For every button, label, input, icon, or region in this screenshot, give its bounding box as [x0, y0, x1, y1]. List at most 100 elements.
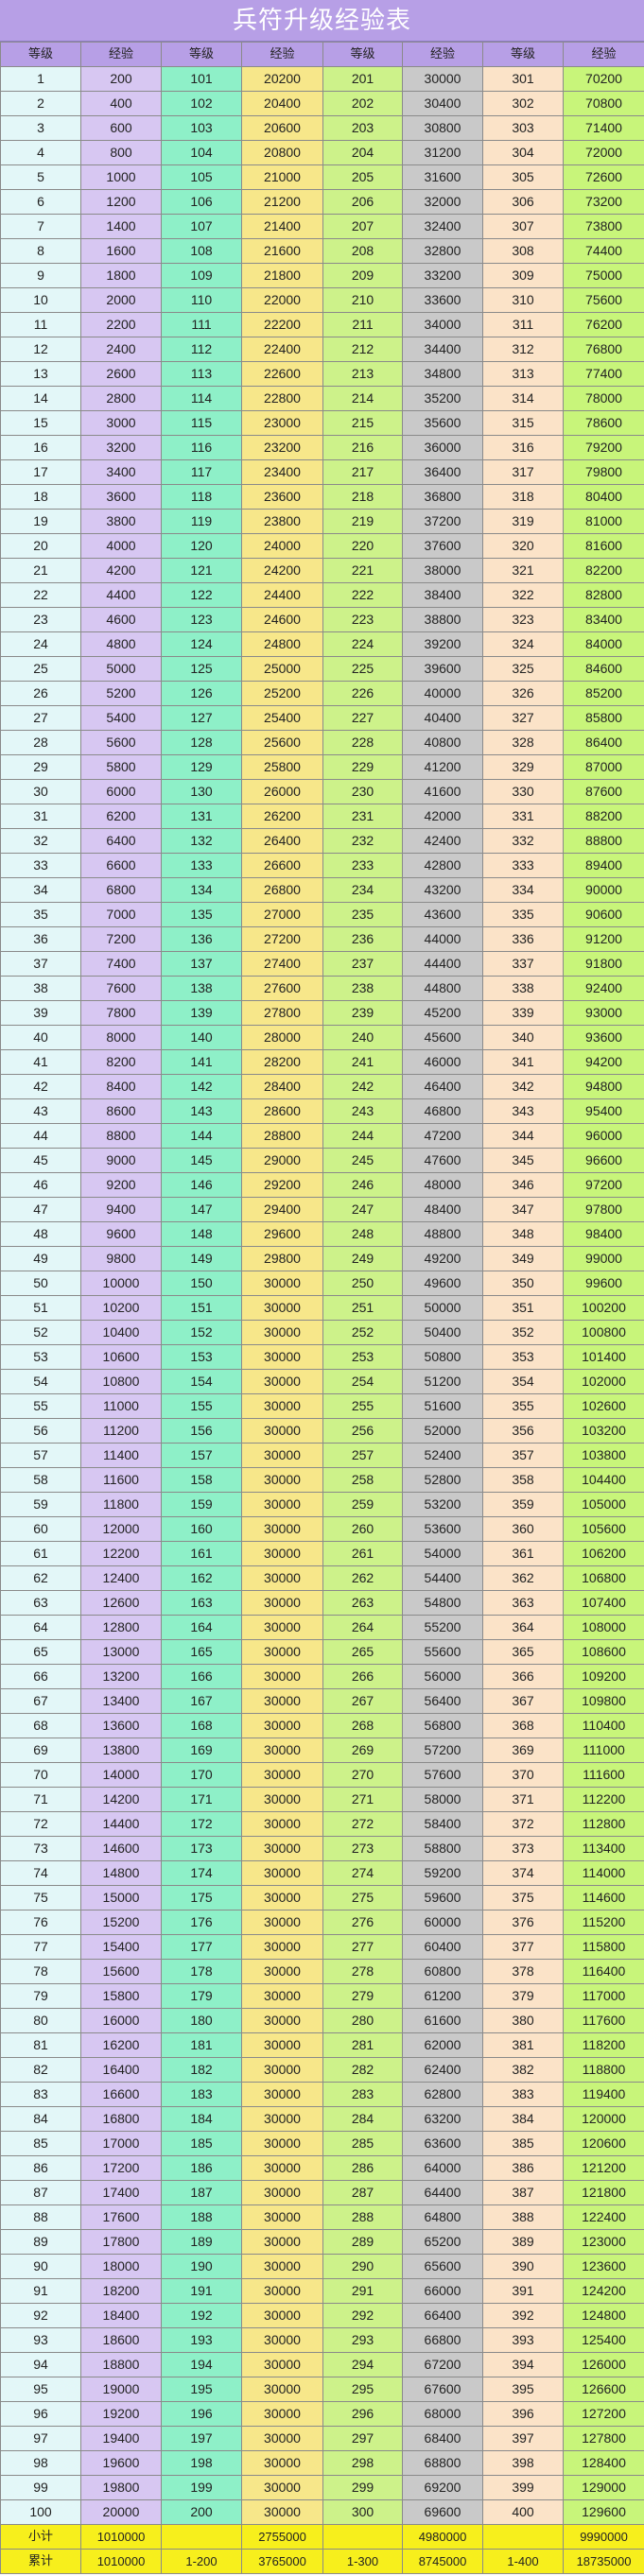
- level-cell: 107: [161, 214, 242, 239]
- level-cell: 70: [0, 1762, 81, 1788]
- level-cell: 74: [0, 1860, 81, 1886]
- table-row: 58 11600 158 30000 258 52800 358 104400: [0, 1467, 644, 1493]
- table-row: 55 11000 155 30000 255 51600 355 102600: [0, 1393, 644, 1419]
- table-row: 92 18400 192 30000 292 66400 392 124800: [0, 2303, 644, 2328]
- exp-cell: 103800: [563, 1443, 644, 1468]
- exp-cell: 30000: [241, 2180, 323, 2205]
- table-row: 82 16400 182 30000 282 62400 382 118800: [0, 2057, 644, 2083]
- exp-cell: 8400: [80, 1074, 162, 1099]
- exp-cell: 6400: [80, 828, 162, 854]
- exp-cell: 30000: [241, 2204, 323, 2230]
- table-row: 52 10400 152 30000 252 50400 352 100800: [0, 1320, 644, 1345]
- table-row: 6 1200 106 21200 206 32000 306 73200: [0, 189, 644, 215]
- exp-cell: 23400: [241, 459, 323, 485]
- exp-cell: 43200: [402, 877, 483, 903]
- exp-cell: 9600: [80, 1221, 162, 1247]
- cumulative-cell: 8745000: [402, 2549, 483, 2574]
- level-cell: 165: [161, 1639, 242, 1665]
- exp-cell: 59200: [402, 1860, 483, 1886]
- level-cell: 293: [322, 2327, 403, 2353]
- level-cell: 15: [0, 410, 81, 436]
- level-cell: 300: [322, 2499, 403, 2525]
- exp-cell: 123600: [563, 2254, 644, 2279]
- exp-cell: 13200: [80, 1664, 162, 1689]
- exp-cell: 29000: [241, 1148, 323, 1173]
- exp-cell: 30000: [241, 1565, 323, 1591]
- level-cell: 122: [161, 582, 242, 608]
- exp-cell: 96600: [563, 1148, 644, 1173]
- level-cell: 98: [0, 2450, 81, 2476]
- level-cell: 82: [0, 2057, 81, 2083]
- exp-cell: 23200: [241, 435, 323, 460]
- exp-cell: 26600: [241, 853, 323, 878]
- level-cell: 84: [0, 2106, 81, 2132]
- level-cell: 224: [322, 631, 403, 657]
- table-row: 83 16600 183 30000 283 62800 383 119400: [0, 2082, 644, 2107]
- level-cell: 42: [0, 1074, 81, 1099]
- exp-cell: 34800: [402, 361, 483, 387]
- exp-cell: 107400: [563, 1590, 644, 1616]
- exp-cell: 63600: [402, 2131, 483, 2156]
- exp-cell: 109200: [563, 1664, 644, 1689]
- header-exp: 经验: [402, 42, 483, 67]
- table-row: 51 10200 151 30000 251 50000 351 100200: [0, 1295, 644, 1321]
- exp-cell: 30000: [241, 1443, 323, 1468]
- exp-cell: 88800: [563, 828, 644, 854]
- level-cell: 13: [0, 361, 81, 387]
- level-cell: 52: [0, 1320, 81, 1345]
- table-row: 18 3600 118 23600 218 36800 318 80400: [0, 484, 644, 510]
- exp-cell: 25000: [241, 656, 323, 682]
- exp-cell: 28600: [241, 1098, 323, 1124]
- exp-cell: 87000: [563, 754, 644, 780]
- table-row: 15 3000 115 23000 215 35600 315 78600: [0, 410, 644, 436]
- level-cell: 380: [482, 2008, 564, 2033]
- table-row: 8 1600 108 21600 208 32800 308 74400: [0, 238, 644, 264]
- level-cell: 157: [161, 1443, 242, 1468]
- level-cell: 376: [482, 1910, 564, 1935]
- exp-cell: 30000: [402, 66, 483, 92]
- table-row: 41 8200 141 28200 241 46000 341 94200: [0, 1049, 644, 1075]
- exp-cell: 122400: [563, 2204, 644, 2230]
- level-cell: 219: [322, 509, 403, 534]
- exp-cell: 21400: [241, 214, 323, 239]
- level-cell: 221: [322, 558, 403, 583]
- exp-cell: 30000: [241, 2450, 323, 2476]
- exp-cell: 86400: [563, 730, 644, 755]
- level-cell: 236: [322, 926, 403, 952]
- exp-cell: 33600: [402, 287, 483, 313]
- exp-cell: 73800: [563, 214, 644, 239]
- exp-cell: 117600: [563, 2008, 644, 2033]
- level-cell: 303: [482, 115, 564, 141]
- exp-cell: 46800: [402, 1098, 483, 1124]
- level-cell: 57: [0, 1443, 81, 1468]
- exp-cell: 400: [80, 91, 162, 116]
- level-cell: 108: [161, 238, 242, 264]
- exp-cell: 90000: [563, 877, 644, 903]
- exp-cell: 29600: [241, 1221, 323, 1247]
- exp-cell: 45200: [402, 1000, 483, 1026]
- level-cell: 95: [0, 2377, 81, 2402]
- level-cell: 321: [482, 558, 564, 583]
- exp-cell: 30000: [241, 1934, 323, 1960]
- level-cell: 328: [482, 730, 564, 755]
- level-cell: 319: [482, 509, 564, 534]
- exp-cell: 8200: [80, 1049, 162, 1075]
- level-cell: 299: [322, 2475, 403, 2500]
- exp-cell: 62000: [402, 2032, 483, 2058]
- exp-cell: 11400: [80, 1443, 162, 1468]
- level-cell: 277: [322, 1934, 403, 1960]
- header-exp: 经验: [241, 42, 323, 67]
- level-cell: 201: [322, 66, 403, 92]
- exp-cell: 28200: [241, 1049, 323, 1075]
- table-row: 64 12800 164 30000 264 55200 364 108000: [0, 1615, 644, 1640]
- exp-cell: 105000: [563, 1492, 644, 1517]
- exp-cell: 30000: [241, 2155, 323, 2181]
- exp-cell: 27400: [241, 951, 323, 977]
- table-row: 80 16000 180 30000 280 61600 380 117600: [0, 2008, 644, 2033]
- exp-cell: 84600: [563, 656, 644, 682]
- level-cell: 243: [322, 1098, 403, 1124]
- level-cell: 284: [322, 2106, 403, 2132]
- exp-cell: 126000: [563, 2352, 644, 2377]
- level-cell: 210: [322, 287, 403, 313]
